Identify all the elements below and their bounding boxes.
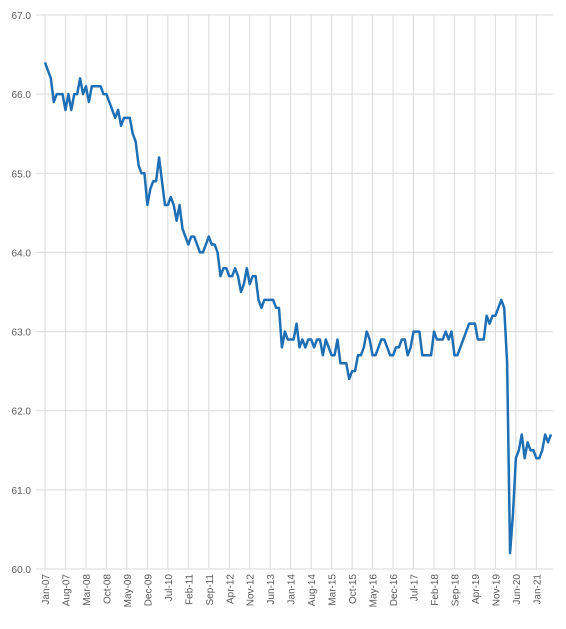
x-tick-label: Sep-11 bbox=[205, 574, 216, 606]
x-tick-label: Nov-19 bbox=[491, 574, 502, 607]
x-tick-label: Aug-07 bbox=[61, 574, 72, 607]
y-tick-label: 62.0 bbox=[12, 407, 32, 418]
y-tick-label: 60.0 bbox=[12, 565, 32, 576]
x-tick-label: Jun-13 bbox=[266, 574, 277, 605]
x-tick-label: Mar-15 bbox=[328, 574, 339, 606]
x-tick-label: Oct-15 bbox=[348, 574, 359, 604]
x-tick-label: Jan-14 bbox=[287, 574, 298, 605]
x-tick-label: Sep-18 bbox=[450, 574, 461, 607]
x-tick-label: Aug-14 bbox=[307, 574, 318, 607]
x-tick-label: May-09 bbox=[123, 574, 134, 608]
x-tick-label: Dec-16 bbox=[389, 574, 400, 607]
x-tick-label: Apr-12 bbox=[225, 574, 236, 604]
x-tick-label: Mar-08 bbox=[82, 574, 93, 606]
x-tick-label: Apr-19 bbox=[471, 574, 482, 604]
x-tick-label: Jul-17 bbox=[410, 574, 421, 602]
y-tick-label: 61.0 bbox=[12, 486, 32, 497]
y-tick-label: 64.0 bbox=[12, 248, 32, 259]
x-tick-label: Jun-20 bbox=[512, 574, 523, 605]
x-tick-label: May-16 bbox=[369, 574, 380, 608]
x-tick-label: Jan-07 bbox=[41, 574, 52, 605]
x-tick-label: Feb-18 bbox=[430, 574, 441, 606]
x-tick-label: Feb-11 bbox=[184, 574, 195, 605]
y-tick-label: 65.0 bbox=[12, 169, 32, 180]
x-tick-label: Nov-12 bbox=[246, 574, 257, 607]
line bbox=[43, 62, 553, 555]
x-tick-label: Jul-10 bbox=[164, 574, 175, 602]
y-tick-label: 63.0 bbox=[12, 328, 32, 339]
x-tick-label: Dec-09 bbox=[143, 574, 154, 607]
x-tick-label: Oct-08 bbox=[102, 574, 113, 604]
y-tick-label: 67.0 bbox=[12, 11, 32, 22]
x-tick-label: Jan-21 bbox=[532, 574, 543, 605]
y-tick-label: 66.0 bbox=[12, 90, 32, 101]
